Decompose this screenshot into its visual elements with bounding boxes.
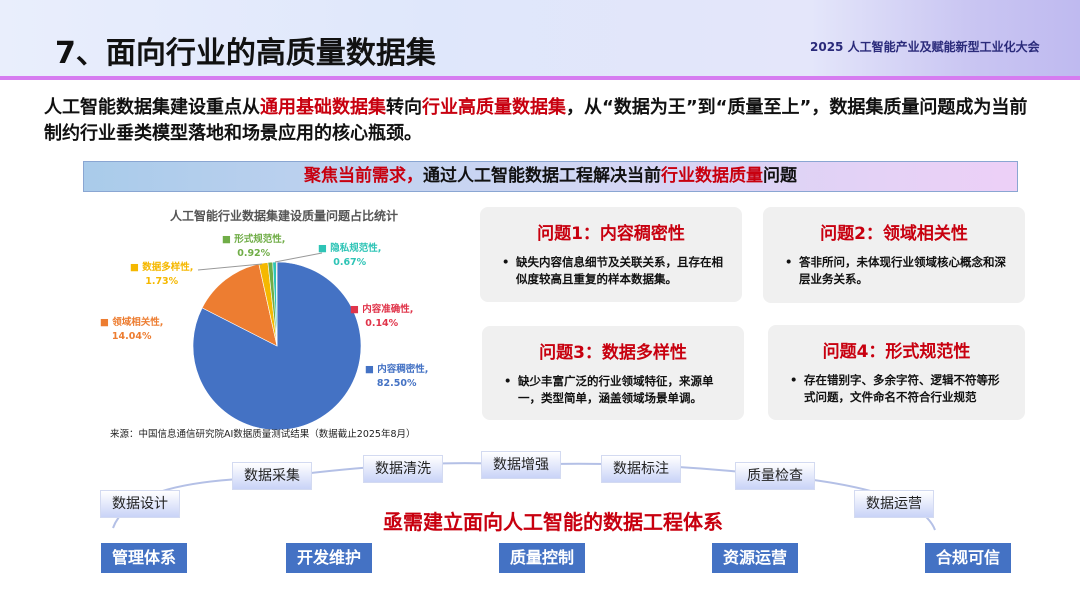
problem-title: 问题1：内容稠密性 bbox=[537, 224, 685, 244]
legend-marker-icon: ■ bbox=[318, 243, 331, 254]
conference-name: 2025 人工智能产业及赋能新型工业化大会 bbox=[810, 40, 1040, 54]
problem-text: 存在错别字、多余字符、逻辑不符等形式问题，文件命名不符合行业规范 bbox=[790, 372, 1007, 406]
intro-part: 人工智能数据集建设重点从 bbox=[44, 97, 260, 118]
legend-marker-icon: ■ bbox=[365, 364, 378, 375]
pie-label-1: ■ 领域相关性, 14.04% bbox=[100, 316, 163, 344]
pie-label-name: 隐私规范性, bbox=[330, 243, 382, 254]
problem-title: 问题4：形式规范性 bbox=[822, 342, 971, 362]
step-data-cleaning: 数据清洗 bbox=[363, 455, 443, 483]
problem-card-4: 问题4：形式规范性存在错别字、多余字符、逻辑不符等形式问题，文件命名不符合行业规… bbox=[768, 325, 1025, 420]
leader-line bbox=[274, 252, 323, 263]
step-data-annotation: 数据标注 bbox=[601, 455, 681, 483]
banner-text: 通过人工智能数据工程解决当前 bbox=[423, 166, 661, 186]
legend-marker-icon: ■ bbox=[222, 234, 235, 245]
pillar-quality-control: 质量控制 bbox=[499, 543, 585, 573]
pie-label-value: 14.04% bbox=[111, 331, 152, 342]
header-divider bbox=[0, 76, 1080, 80]
pie-label-name: 内容稠密性, bbox=[377, 364, 429, 375]
intro-part: ，从“数据为王”到“质量至上”，数据集质量问题成为当前制约行业垂类模型落地和场景… bbox=[44, 97, 1028, 144]
pie-chart bbox=[192, 252, 362, 431]
pie-label-2: ■ 数据多样性, 1.73% bbox=[130, 261, 193, 289]
step-data-design: 数据设计 bbox=[100, 490, 180, 518]
step-data-operation: 数据运营 bbox=[854, 490, 934, 518]
page-title: 7、面向行业的高质量数据集 bbox=[55, 36, 436, 71]
pie-label-5: ■ 内容准确性, 0.14% bbox=[350, 303, 413, 331]
legend-marker-icon: ■ bbox=[100, 317, 113, 328]
pillar-compliance: 合规可信 bbox=[925, 543, 1011, 573]
intro-part: 转向 bbox=[386, 97, 422, 118]
problem-title: 问题3：数据多样性 bbox=[539, 343, 687, 363]
step-data-augmentation: 数据增强 bbox=[481, 451, 561, 479]
step-data-collection: 数据采集 bbox=[232, 462, 312, 490]
banner-highlight: 聚焦当前需求， bbox=[304, 166, 423, 186]
legend-marker-icon: ■ bbox=[130, 262, 143, 273]
focus-banner: 聚焦当前需求，通过人工智能数据工程解决当前行业数据质量问题 bbox=[83, 161, 1018, 192]
pie-label-value: 1.73% bbox=[145, 276, 179, 287]
pillar-management: 管理体系 bbox=[101, 543, 187, 573]
leader-line bbox=[197, 263, 263, 271]
pillar-development: 开发维护 bbox=[286, 543, 372, 573]
pie-label-value: 82.50% bbox=[376, 378, 417, 389]
intro-text: 人工智能数据集建设重点从通用基础数据集转向行业高质量数据集，从“数据为王”到“质… bbox=[44, 95, 1044, 147]
core-message: 亟需建立面向人工智能的数据工程体系 bbox=[383, 510, 723, 534]
intro-highlight: 通用基础数据集 bbox=[260, 97, 386, 118]
chart-title: 人工智能行业数据集建设质量问题占比统计 bbox=[170, 209, 399, 223]
pie-label-value: 0.14% bbox=[365, 318, 399, 329]
pie-label-0: ■ 内容稠密性, 82.50% bbox=[365, 363, 428, 391]
problem-title: 问题2：领域相关性 bbox=[820, 224, 968, 244]
pie-label-name: 内容准确性, bbox=[362, 304, 414, 315]
banner-text: 问题 bbox=[763, 166, 797, 186]
banner-highlight: 行业数据质量 bbox=[661, 166, 763, 186]
pie-label-name: 领域相关性, bbox=[112, 317, 164, 328]
intro-highlight: 行业高质量数据集 bbox=[422, 97, 566, 118]
problem-text: 答非所问，未体现行业领域核心概念和深层业务关系。 bbox=[785, 254, 1007, 288]
pie-label-value: 0.92% bbox=[237, 248, 271, 259]
pie-label-4: ■ 隐私规范性, 0.67% bbox=[318, 242, 381, 270]
problem-text: 缺少丰富广泛的行业领域特征，来源单一，类型简单，涵盖领域场景单调。 bbox=[504, 373, 726, 407]
chart-source: 来源：中国信息通信研究院AI数据质量测试结果（数据截止2025年8月） bbox=[110, 429, 416, 440]
problem-card-3: 问题3：数据多样性缺少丰富广泛的行业领域特征，来源单一，类型简单，涵盖领域场景单… bbox=[482, 326, 744, 420]
legend-marker-icon: ■ bbox=[350, 304, 363, 315]
problem-card-1: 问题1：内容稠密性缺失内容信息细节及关联关系，且存在相似度较高且重复的样本数据集… bbox=[480, 207, 742, 302]
pillar-resource-operation: 资源运营 bbox=[712, 543, 798, 573]
pie-label-3: ■ 形式规范性, 0.92% bbox=[222, 233, 285, 261]
pie-label-name: 形式规范性, bbox=[234, 234, 286, 245]
pie-label-value: 0.67% bbox=[333, 257, 367, 268]
problem-card-2: 问题2：领域相关性答非所问，未体现行业领域核心概念和深层业务关系。 bbox=[763, 207, 1025, 303]
header-bar bbox=[0, 0, 1080, 76]
step-quality-check: 质量检查 bbox=[735, 462, 815, 490]
pie-label-name: 数据多样性, bbox=[142, 262, 194, 273]
problem-text: 缺失内容信息细节及关联关系，且存在相似度较高且重复的样本数据集。 bbox=[502, 254, 724, 288]
